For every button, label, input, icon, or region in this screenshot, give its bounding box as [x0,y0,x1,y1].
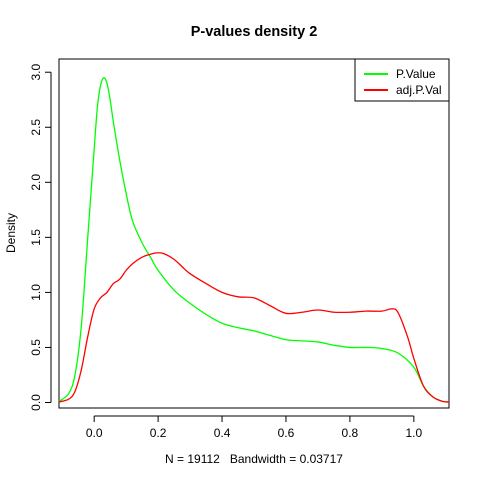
x-tick-label: 0.2 [150,426,167,440]
y-axis-label: Density [4,213,18,253]
series-line-p-value [58,77,450,403]
y-axis: 0.0 0.5 1.0 1.5 2.0 2.5 3.0 [29,64,52,411]
legend-label: P.Value [396,67,436,81]
chart-title: P-values density 2 [191,24,318,40]
series-group [58,77,450,403]
x-tick-label: 0.8 [342,426,359,440]
y-tick-label: 0.5 [29,339,43,356]
x-tick-label: 0.0 [86,426,103,440]
series-line-adj-p-val [58,252,450,403]
legend-label: adj.P.Val [396,83,442,97]
y-tick-label: 1.5 [29,229,43,246]
y-tick-label: 1.0 [29,284,43,301]
y-tick-label: 0.0 [29,394,43,411]
y-tick-label: 2.5 [29,119,43,136]
legend-box [354,58,450,102]
plot-frame [58,58,450,409]
x-tick-label: 1.0 [405,426,422,440]
x-axis-label: N = 19112 Bandwidth = 0.03717 [165,452,343,466]
y-tick-label: 3.0 [29,64,43,81]
x-axis: 0.0 0.2 0.4 0.6 0.8 1.0 [86,415,423,440]
x-tick-label: 0.4 [214,426,231,440]
legend: P.Value adj.P.Val [354,58,450,102]
y-tick-label: 2.0 [29,174,43,191]
x-tick-label: 0.6 [278,426,295,440]
